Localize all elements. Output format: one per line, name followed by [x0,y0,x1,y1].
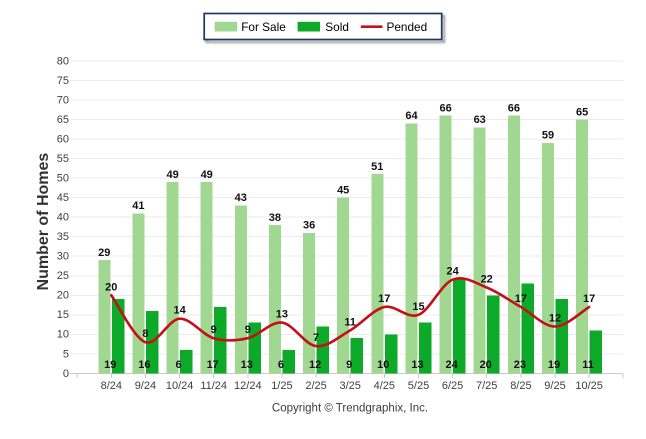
svg-text:17: 17 [378,293,390,305]
svg-text:13: 13 [241,359,253,371]
svg-text:1/25: 1/25 [271,380,292,392]
svg-text:19: 19 [104,359,116,371]
svg-text:49: 49 [166,169,178,181]
svg-text:22: 22 [481,274,493,286]
svg-text:60: 60 [57,133,69,145]
svg-text:Pended: Pended [387,20,428,34]
svg-text:11: 11 [344,316,356,328]
svg-text:6: 6 [176,359,182,371]
svg-text:8: 8 [142,328,148,340]
svg-text:2/25: 2/25 [305,380,326,392]
svg-text:25: 25 [57,270,69,282]
svg-text:43: 43 [235,192,247,204]
svg-text:20: 20 [480,359,492,371]
svg-text:9: 9 [245,324,251,336]
svg-text:13: 13 [411,359,423,371]
svg-text:6/25: 6/25 [442,380,463,392]
svg-text:9/24: 9/24 [135,380,156,392]
svg-text:70: 70 [57,94,69,106]
svg-text:59: 59 [542,130,554,142]
svg-text:10/24: 10/24 [166,380,194,392]
svg-text:13: 13 [276,309,288,321]
svg-text:51: 51 [371,161,383,173]
svg-text:6: 6 [278,359,284,371]
svg-text:80: 80 [57,55,69,67]
svg-text:0: 0 [63,368,69,380]
svg-text:45: 45 [337,184,349,196]
svg-text:75: 75 [57,75,69,87]
svg-text:For Sale: For Sale [241,20,286,34]
svg-text:14: 14 [173,305,186,317]
svg-text:5: 5 [63,348,69,360]
svg-text:65: 65 [576,106,588,118]
svg-text:11/24: 11/24 [200,380,227,392]
svg-text:66: 66 [439,102,451,114]
svg-text:24: 24 [445,359,458,371]
svg-text:10/25: 10/25 [575,380,603,392]
svg-text:20: 20 [57,290,69,302]
svg-text:29: 29 [98,247,110,259]
svg-text:9: 9 [211,324,217,336]
svg-text:15: 15 [412,301,424,313]
svg-text:3/25: 3/25 [339,380,360,392]
svg-text:9: 9 [346,359,352,371]
svg-text:Sold: Sold [325,20,349,34]
svg-text:64: 64 [405,110,418,122]
svg-text:15: 15 [57,309,69,321]
svg-text:63: 63 [474,114,486,126]
svg-text:10: 10 [57,329,69,341]
svg-text:45: 45 [57,192,69,204]
svg-text:10: 10 [377,359,389,371]
svg-text:4/25: 4/25 [374,380,395,392]
svg-text:23: 23 [514,359,526,371]
svg-text:17: 17 [515,293,527,305]
svg-text:55: 55 [57,153,69,165]
svg-text:11: 11 [582,359,594,371]
svg-text:9/25: 9/25 [544,380,565,392]
svg-text:65: 65 [57,114,69,126]
svg-text:Copyright © Trendgraphix, Inc.: Copyright © Trendgraphix, Inc. [272,403,428,415]
svg-text:12/24: 12/24 [234,380,262,392]
svg-text:8/24: 8/24 [101,380,122,392]
svg-text:12: 12 [549,313,561,325]
svg-text:30: 30 [57,251,69,263]
svg-text:24: 24 [446,266,459,278]
svg-text:50: 50 [57,173,69,185]
svg-text:40: 40 [57,212,69,224]
svg-text:5/25: 5/25 [408,380,429,392]
svg-text:20: 20 [105,281,117,293]
svg-text:17: 17 [207,359,219,371]
svg-text:8/25: 8/25 [510,380,531,392]
svg-text:19: 19 [548,359,560,371]
svg-text:38: 38 [269,212,281,224]
svg-text:12: 12 [309,359,321,371]
svg-text:Number of Homes: Number of Homes [35,153,52,291]
svg-text:16: 16 [138,359,150,371]
svg-text:7/25: 7/25 [476,380,497,392]
svg-text:49: 49 [201,169,213,181]
svg-text:17: 17 [583,293,595,305]
svg-text:7: 7 [313,332,319,344]
svg-text:35: 35 [57,231,69,243]
svg-text:41: 41 [132,200,144,212]
svg-text:36: 36 [303,220,315,232]
svg-text:66: 66 [508,102,520,114]
